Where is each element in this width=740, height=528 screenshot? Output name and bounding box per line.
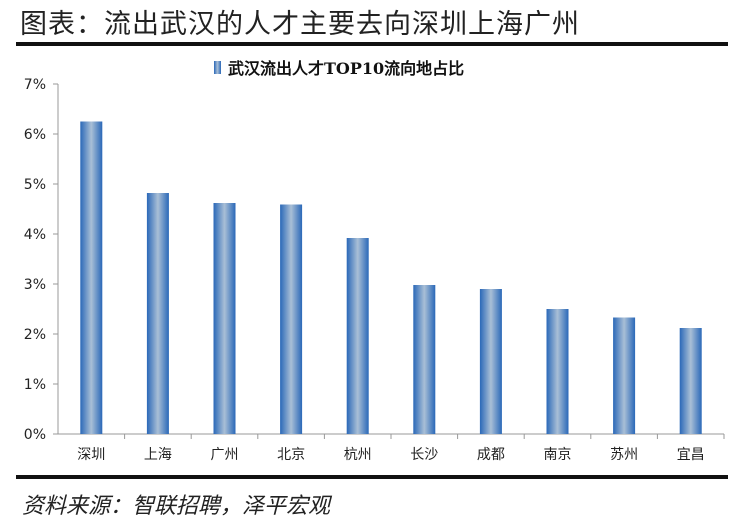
y-tick-label: 1% [24, 377, 46, 393]
chart-title: 武汉流出人才TOP10流向地占比 [228, 59, 464, 78]
x-tick-label: 长沙 [410, 447, 438, 463]
bottom-rule [16, 475, 728, 479]
y-tick-label: 5% [24, 177, 46, 193]
bar [213, 203, 236, 434]
x-tick-label: 深圳 [77, 447, 105, 463]
x-tick-label: 成都 [477, 447, 505, 463]
source-note: 资料来源：智联招聘，泽平宏观 [22, 494, 331, 519]
bar [413, 285, 436, 434]
bar [280, 204, 303, 434]
legend-swatch [214, 61, 221, 74]
x-tick-label: 苏州 [610, 447, 638, 463]
top-rule [16, 42, 728, 46]
y-tick-label: 2% [24, 327, 46, 343]
y-tick-label: 4% [24, 227, 46, 243]
bar [679, 328, 702, 434]
x-tick-label: 上海 [144, 447, 172, 463]
bar [479, 289, 502, 434]
bar [346, 238, 369, 434]
x-tick-label: 南京 [544, 447, 572, 463]
y-tick-label: 6% [24, 127, 46, 143]
y-tick-label: 7% [24, 77, 46, 93]
bar [80, 121, 103, 434]
bar [613, 317, 636, 434]
y-tick-label: 3% [24, 277, 46, 293]
figure-title: 图表：流出武汉的人才主要去向深圳上海广州 [20, 9, 580, 40]
y-tick-label: 0% [24, 427, 46, 443]
x-tick-label: 宜昌 [677, 447, 705, 463]
bar [146, 193, 169, 434]
x-tick-label: 杭州 [344, 447, 372, 463]
bar [546, 309, 569, 434]
x-tick-label: 北京 [277, 447, 305, 463]
x-tick-label: 广州 [211, 447, 239, 463]
